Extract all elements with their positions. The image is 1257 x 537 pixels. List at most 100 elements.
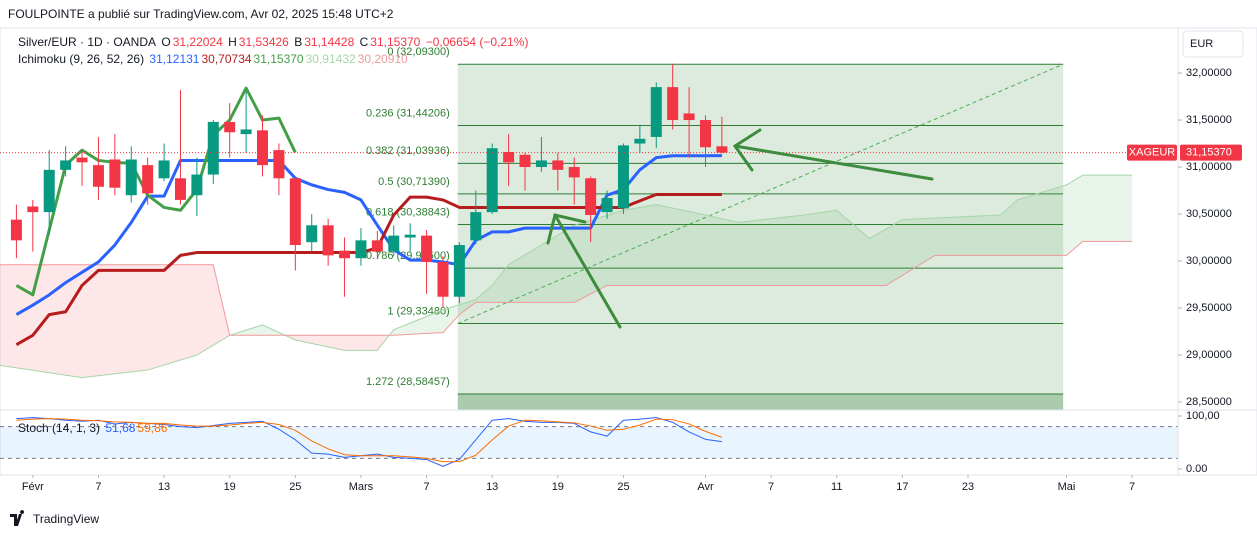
cloud-fill bbox=[430, 313, 435, 334]
cloud-fill bbox=[291, 335, 296, 340]
annotations bbox=[546, 128, 934, 329]
arrow-line bbox=[733, 144, 934, 181]
fib-label: 0.236 (31,44206) bbox=[366, 107, 450, 119]
cloud-fill bbox=[246, 328, 251, 336]
cloud-fill bbox=[935, 217, 940, 256]
cloud-fill bbox=[742, 221, 747, 286]
ohlc-key: C bbox=[359, 35, 369, 49]
cloud-fill bbox=[135, 264, 140, 372]
cloud-fill bbox=[906, 219, 911, 273]
cloud-fill bbox=[1078, 175, 1083, 245]
cloud-fill bbox=[20, 264, 25, 370]
cloud-fill bbox=[86, 264, 91, 378]
cloud-fill bbox=[996, 214, 1001, 256]
cloud-fill bbox=[750, 220, 755, 286]
cloud-fill bbox=[881, 229, 886, 286]
cloud-fill bbox=[947, 217, 952, 256]
fib-zone bbox=[457, 224, 1064, 269]
cloud-fill bbox=[783, 216, 788, 286]
ohlc-value: 31,15370 bbox=[370, 35, 421, 49]
y-tick-label: 30,50000 bbox=[1186, 208, 1232, 220]
cloud-fill bbox=[803, 214, 809, 286]
cloud-fill bbox=[701, 214, 706, 286]
cloud-fill bbox=[730, 220, 735, 286]
cloud-fill bbox=[94, 264, 99, 377]
cloud-fill bbox=[434, 311, 439, 333]
cloud-fill bbox=[110, 264, 115, 375]
fib-label: 0.5 (30,71390) bbox=[378, 176, 450, 188]
candle-body bbox=[371, 240, 383, 252]
cloud-fill bbox=[955, 216, 960, 256]
cloud-fill bbox=[143, 264, 148, 371]
cloud-fill bbox=[295, 335, 300, 341]
y-tick-label: 0.00 bbox=[1186, 463, 1207, 475]
currency-box[interactable] bbox=[1182, 30, 1244, 58]
fib-label: 0.382 (31,03936) bbox=[366, 145, 450, 157]
candle-body bbox=[339, 250, 351, 259]
cloud-fill bbox=[237, 331, 242, 336]
cloud-fill bbox=[709, 215, 714, 286]
cloud-fill bbox=[1082, 175, 1087, 242]
candle-body bbox=[585, 178, 597, 215]
cloud-fill bbox=[697, 213, 702, 286]
cloud-fill bbox=[500, 269, 505, 303]
y-tick-label: 100,00 bbox=[1186, 410, 1220, 422]
y-tick-label: 29,50000 bbox=[1186, 302, 1232, 314]
candle-body bbox=[27, 206, 39, 213]
cloud-fill bbox=[344, 335, 349, 351]
candle-body bbox=[207, 121, 219, 175]
candle-body bbox=[634, 138, 646, 144]
symbol: Silver/EUR · 1D · OANDA bbox=[18, 35, 157, 49]
candle-body bbox=[191, 174, 203, 196]
cloud-fill bbox=[192, 264, 197, 357]
cloud-fill bbox=[8, 264, 13, 368]
cloud-fill bbox=[1017, 198, 1022, 256]
cloud-fill bbox=[324, 335, 329, 347]
cloud-fill bbox=[475, 296, 480, 303]
cloud-fill bbox=[992, 215, 997, 256]
cloud-fill bbox=[656, 204, 661, 286]
cloud-fill bbox=[414, 319, 419, 335]
cloud-fill bbox=[369, 335, 374, 351]
candle-body bbox=[552, 160, 564, 170]
cloud-fill bbox=[410, 321, 415, 335]
x-tick-label: Mars bbox=[349, 481, 374, 493]
cloud-fill bbox=[356, 335, 361, 351]
cloud-fill bbox=[508, 262, 513, 303]
cloud-fill bbox=[537, 245, 542, 303]
cloud-fill bbox=[664, 206, 669, 286]
cloud-fill bbox=[877, 231, 882, 286]
cloud-fill bbox=[574, 224, 579, 303]
x-tick-label: 25 bbox=[617, 481, 629, 493]
cloud-fill bbox=[28, 264, 33, 371]
fib-label: 0 (32,09300) bbox=[387, 46, 449, 58]
cloud-fill bbox=[529, 249, 534, 303]
cloud-fill bbox=[951, 217, 956, 256]
cloud-fill bbox=[512, 259, 517, 303]
cloud-fill bbox=[767, 218, 772, 286]
cloud-fill bbox=[873, 233, 878, 286]
cloud-fill bbox=[898, 219, 903, 278]
senkou-span-a bbox=[0, 174, 1133, 379]
ichimoku-line bbox=[15, 86, 297, 297]
cloud-fill bbox=[176, 264, 181, 362]
price-tag bbox=[1180, 144, 1242, 161]
stoch-band bbox=[0, 426, 1178, 459]
cloud-fill bbox=[566, 227, 571, 303]
cloud-fill bbox=[123, 264, 128, 373]
cloud-fill bbox=[549, 237, 554, 303]
cloud-fill bbox=[516, 257, 521, 303]
stoch-panel bbox=[0, 417, 1178, 467]
cloud-fill bbox=[980, 215, 985, 256]
cloud-fill bbox=[652, 204, 657, 286]
cloud-fill bbox=[139, 264, 144, 371]
cloud-fill bbox=[159, 264, 165, 367]
candle-body bbox=[437, 261, 449, 297]
cloud-fill bbox=[352, 335, 357, 351]
cloud-fill bbox=[151, 264, 156, 369]
cloud-fill bbox=[520, 254, 526, 303]
cloud-fill bbox=[258, 324, 263, 336]
cloud-fill bbox=[488, 285, 493, 303]
